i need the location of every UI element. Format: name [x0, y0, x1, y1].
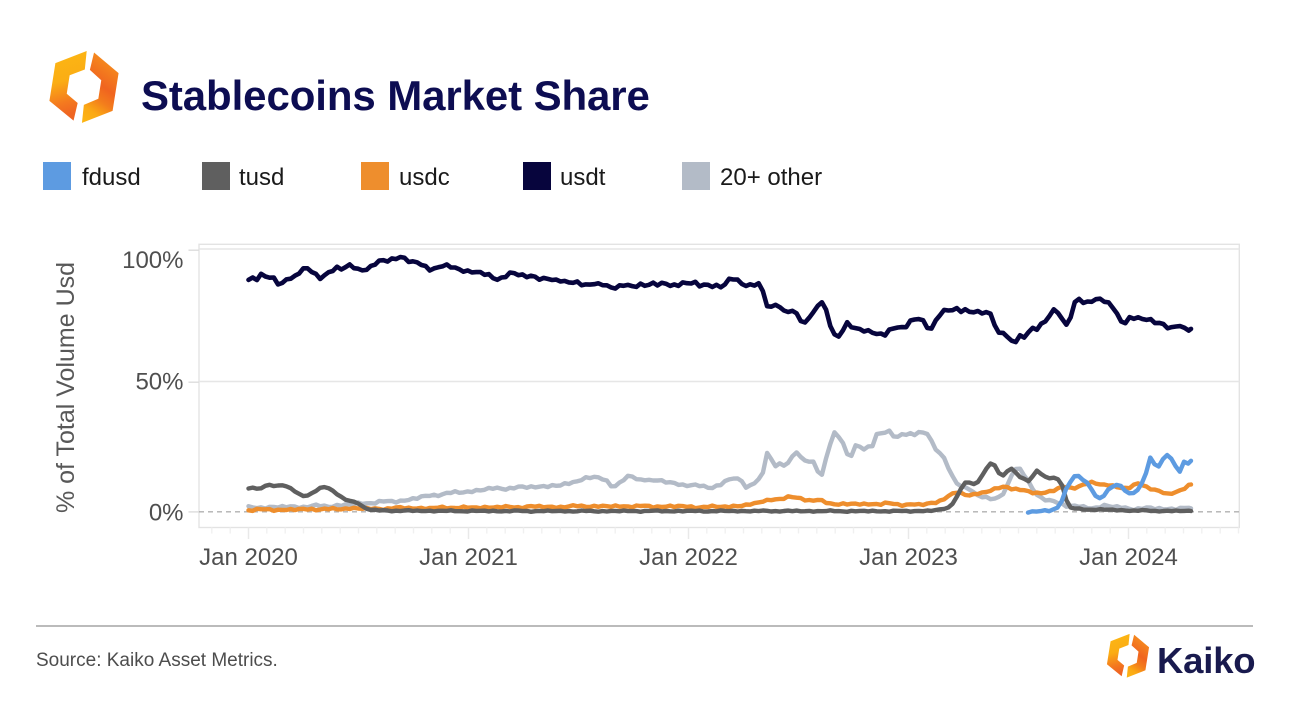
svg-text:Jan 2021: Jan 2021: [419, 544, 518, 571]
svg-text:50%: 50%: [135, 369, 183, 396]
svg-text:Jan 2020: Jan 2020: [199, 544, 298, 571]
svg-text:Jan 2024: Jan 2024: [1079, 544, 1178, 571]
svg-text:Jan 2023: Jan 2023: [859, 544, 958, 571]
svg-text:0%: 0%: [149, 499, 184, 526]
svg-text:Jan 2022: Jan 2022: [639, 544, 738, 571]
svg-text:100%: 100%: [122, 247, 183, 274]
svg-text:% of Total Volume Usd: % of Total Volume Usd: [52, 262, 80, 513]
